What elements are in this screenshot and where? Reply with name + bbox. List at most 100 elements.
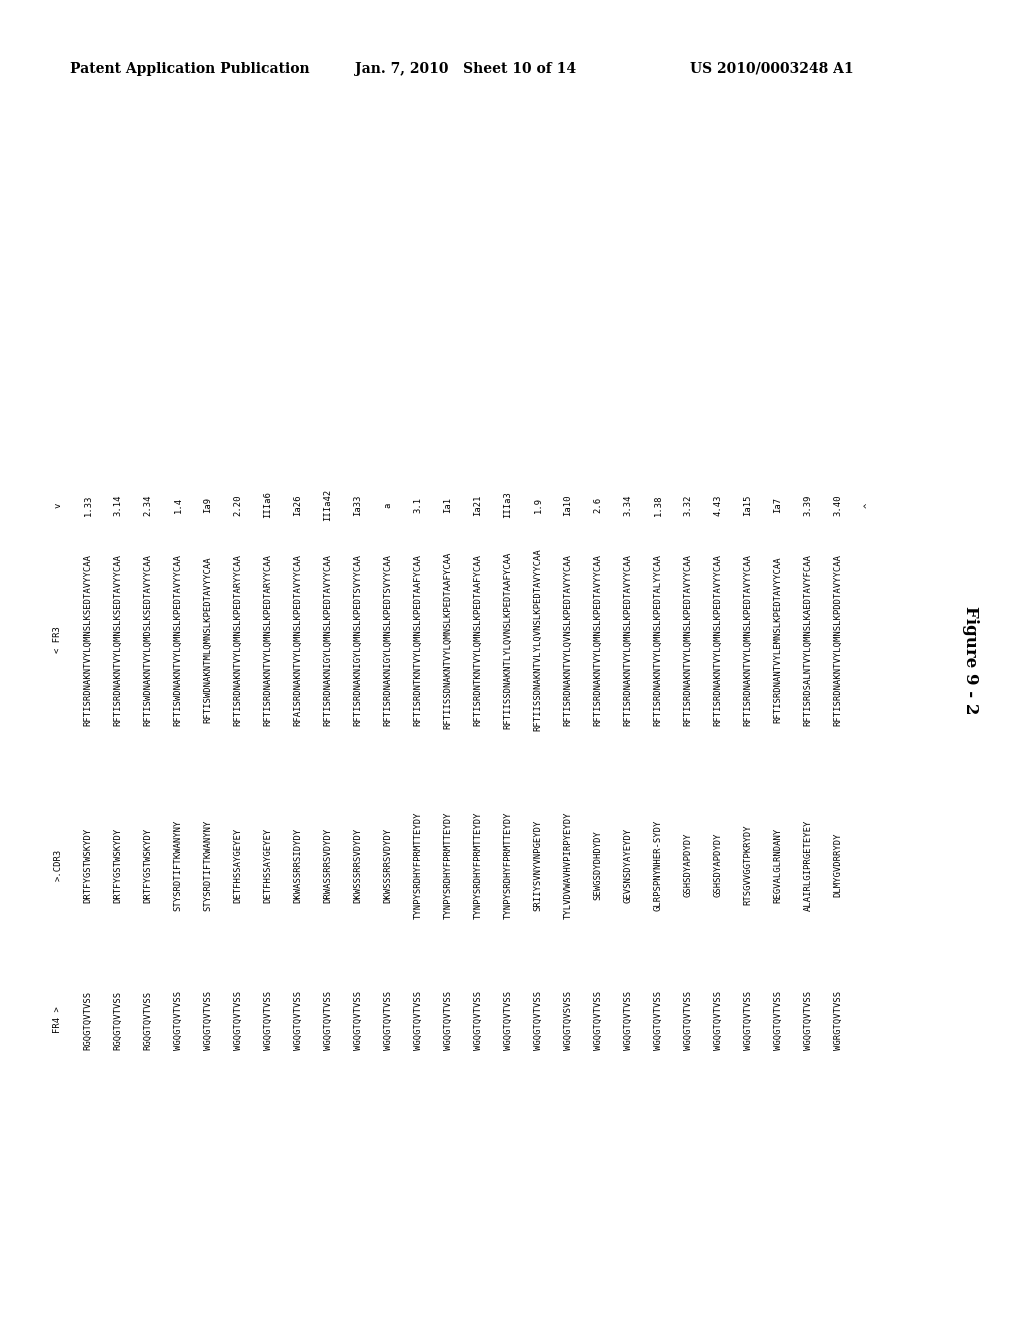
Text: 4.43: 4.43 [714, 494, 723, 516]
Text: RFTISRDNAKNTVYLQMNSLKSEDTAVYYCAA: RFTISRDNAKNTVYLQMNSLKSEDTAVYYCAA [84, 554, 92, 726]
Text: GLRPSPNYNHER-SYDY: GLRPSPNYNHER-SYDY [653, 820, 663, 911]
Text: RFTISWDNAKNTMLQMNSLKPEDTAVYYCAA: RFTISWDNAKNTMLQMNSLKPEDTAVYYCAA [204, 557, 213, 723]
Text: ALAIRLGIPRGETEYEY: ALAIRLGIPRGETEYEY [804, 820, 812, 911]
Text: RFAISRDNAKNTVYLQMNSLKPEDTAVYYCAA: RFAISRDNAKNTVYLQMNSLKPEDTAVYYCAA [294, 554, 302, 726]
Text: WGQGTQVTVSS: WGQGTQVTVSS [233, 990, 243, 1049]
Text: WGQGTQVTVSS: WGQGTQVTVSS [414, 990, 423, 1049]
Text: Ia10: Ia10 [563, 494, 572, 516]
Text: DRTFYGSTWSKYDY: DRTFYGSTWSKYDY [143, 828, 153, 903]
Text: DKWSSSRRSVDYDY: DKWSSSRRSVDYDY [353, 828, 362, 903]
Text: WGQGTQVTVSS: WGQGTQVTVSS [204, 990, 213, 1049]
Text: WGQGTQVTVSS: WGQGTQVTVSS [173, 990, 182, 1049]
Text: RFTISRDNAKNTVYLQMNSLKPEDTARYYCAA: RFTISRDNAKNTVYLQMNSLKPEDTARYYCAA [263, 554, 272, 726]
Text: RFTISRDNANTVYLEMNSLKPEDTAVYYCAA: RFTISRDNANTVYLEMNSLKPEDTAVYYCAA [773, 557, 782, 723]
Text: DLMYGVDRRYDY: DLMYGVDRRYDY [834, 833, 843, 898]
Text: RFTISRDNAKNIGYLQMNSLKPEDTSVYYCAA: RFTISRDNAKNIGYLQMNSLKPEDTSVYYCAA [384, 554, 392, 726]
Text: Ia33: Ia33 [353, 494, 362, 516]
Text: TYNPYSRDHYFPRMTTEYDY: TYNPYSRDHYFPRMTTEYDY [504, 812, 512, 919]
Text: WGQGTQVTVSS: WGQGTQVTVSS [594, 990, 602, 1049]
Text: US 2010/0003248 A1: US 2010/0003248 A1 [690, 62, 854, 77]
Text: RFTISRDNTKNTVYLQMNSLKPEDTAAFYCAA: RFTISRDNTKNTVYLQMNSLKPEDTAAFYCAA [414, 554, 423, 726]
Text: TYNPYSRDHYFPRMTTEYDY: TYNPYSRDHYFPRMTTEYDY [414, 812, 423, 919]
Text: WGQGTQVTVSS: WGQGTQVTVSS [773, 990, 782, 1049]
Text: GEVSNSDYAYEYDY: GEVSNSDYAYEYDY [624, 828, 633, 903]
Text: DRTFYGSTWSKYDY: DRTFYGSTWSKYDY [84, 828, 92, 903]
Text: RFTISWDNAKNTVYLQMNSLKPEDTAVYYCAA: RFTISWDNAKNTVYLQMNSLKPEDTAVYYCAA [173, 554, 182, 726]
Text: DRWASSRRSVDYDY: DRWASSRRSVDYDY [324, 828, 333, 903]
Text: WGQGTQVTVSS: WGQGTQVTVSS [683, 990, 692, 1049]
Text: RFTISRDNAKNTVYLQMNSLKPEDTAVYYCAA: RFTISRDNAKNTVYLQMNSLKPEDTAVYYCAA [714, 554, 723, 726]
Text: Figure 9 - 2: Figure 9 - 2 [962, 606, 979, 714]
Text: RFTISRDNAKNTVYLQMNSLKSEDTAVYYCAA: RFTISRDNAKNTVYLQMNSLKSEDTAVYYCAA [114, 554, 123, 726]
Text: Ia1: Ia1 [443, 496, 453, 513]
Text: WGQGTQVSVSS: WGQGTQVSVSS [563, 990, 572, 1049]
Text: RFTISRDNAKNIGYLQMNSLKPEDTSVYYCAA: RFTISRDNAKNIGYLQMNSLKPEDTSVYYCAA [353, 554, 362, 726]
Text: TYNPYSRDHYFPRMTTEYDY: TYNPYSRDHYFPRMTTEYDY [473, 812, 482, 919]
Text: STYSRDTIFTKWANYNY: STYSRDTIFTKWANYNY [173, 820, 182, 911]
Text: WGQGTQVTVSS: WGQGTQVTVSS [473, 990, 482, 1049]
Text: < FR3: < FR3 [53, 627, 62, 653]
Text: WGRGTQVTVSS: WGRGTQVTVSS [834, 990, 843, 1049]
Text: Ia21: Ia21 [473, 494, 482, 516]
Text: RGQGTQVTVSS: RGQGTQVTVSS [84, 990, 92, 1049]
Text: RFTIISSDNAKNTVYLQMNSLKPEDTAAFYCAA: RFTIISSDNAKNTVYLQMNSLKPEDTAAFYCAA [443, 552, 453, 729]
Text: ^: ^ [863, 503, 872, 508]
Text: a: a [384, 503, 392, 508]
Text: WGQGTQVTVSS: WGQGTQVTVSS [714, 990, 723, 1049]
Text: 1.9: 1.9 [534, 496, 543, 513]
Text: WGQGTQVTVSS: WGQGTQVTVSS [504, 990, 512, 1049]
Text: 2.6: 2.6 [594, 496, 602, 513]
Text: RFTISRDNAKNTVYLQMNSLKPEDTALYYCAA: RFTISRDNAKNTVYLQMNSLKPEDTALYYCAA [653, 554, 663, 726]
Text: TYNPYSRDHYFPRMTTEYDY: TYNPYSRDHYFPRMTTEYDY [443, 812, 453, 919]
Text: 2.34: 2.34 [143, 494, 153, 516]
Text: WGQGTQVTVSS: WGQGTQVTVSS [384, 990, 392, 1049]
Text: GSHSDYAPDYDY: GSHSDYAPDYDY [683, 833, 692, 898]
Text: WGQGTQVTVSS: WGQGTQVTVSS [624, 990, 633, 1049]
Text: GSHSDYAPDYDY: GSHSDYAPDYDY [714, 833, 723, 898]
Text: 2.20: 2.20 [233, 494, 243, 516]
Text: RTSGVVGGTPKRYDY: RTSGVVGGTPKRYDY [743, 825, 753, 906]
Text: 3.34: 3.34 [624, 494, 633, 516]
Text: WGQGTQVTVSS: WGQGTQVTVSS [534, 990, 543, 1049]
Text: SEWGSDYDHDYDY: SEWGSDYDHDYDY [594, 830, 602, 900]
Text: IIIa42: IIIa42 [324, 488, 333, 521]
Text: RFTISRDNAKNTVYLQMNSLKPDDTAVYYCAA: RFTISRDNAKNTVYLQMNSLKPDDTAVYYCAA [834, 554, 843, 726]
Text: 3.39: 3.39 [804, 494, 812, 516]
Text: DKWASSRRSIDYDY: DKWASSRRSIDYDY [294, 828, 302, 903]
Text: RGQGTQVTVSS: RGQGTQVTVSS [143, 990, 153, 1049]
Text: 3.32: 3.32 [683, 494, 692, 516]
Text: WGQGTQVTVSS: WGQGTQVTVSS [653, 990, 663, 1049]
Text: DRTFYGSTWSKYDY: DRTFYGSTWSKYDY [114, 828, 123, 903]
Text: RFTIISSDNAKNTVLYLQVNSLKPEDTAVYYCAA: RFTIISSDNAKNTVLYLQVNSLKPEDTAVYYCAA [534, 549, 543, 731]
Text: RFTISRDNAKNTVYLQMNSLKPEDTAVYYCAA: RFTISRDNAKNTVYLQMNSLKPEDTAVYYCAA [743, 554, 753, 726]
Text: Jan. 7, 2010   Sheet 10 of 14: Jan. 7, 2010 Sheet 10 of 14 [355, 62, 577, 77]
Text: SRIIYSVNYVNPGEYDY: SRIIYSVNYVNPGEYDY [534, 820, 543, 911]
Text: WGQGTQVTVSS: WGQGTQVTVSS [443, 990, 453, 1049]
Text: Ia15: Ia15 [743, 494, 753, 516]
Text: WGQGTQVTVSS: WGQGTQVTVSS [263, 990, 272, 1049]
Text: DETFHSSAYGEYEY: DETFHSSAYGEYEY [263, 828, 272, 903]
Text: 1.38: 1.38 [653, 494, 663, 516]
Text: 1.33: 1.33 [84, 494, 92, 516]
Text: Ia26: Ia26 [294, 494, 302, 516]
Text: RFTISWDNAKNTVYLQMDSLKSEDTAVYYCAA: RFTISWDNAKNTVYLQMDSLKSEDTAVYYCAA [143, 554, 153, 726]
Text: 3.1: 3.1 [414, 496, 423, 513]
Text: Ia7: Ia7 [773, 496, 782, 513]
Text: FR4 >: FR4 > [53, 1007, 62, 1034]
Text: RFTISRDNAKNTVYLQMNSLKPEDTAVYYCAA: RFTISRDNAKNTVYLQMNSLKPEDTAVYYCAA [624, 554, 633, 726]
Text: RFTISRDSALNTVYLQMNSLKAEDTAVYFCAA: RFTISRDSALNTVYLQMNSLKAEDTAVYFCAA [804, 554, 812, 726]
Text: IIIa3: IIIa3 [504, 491, 512, 519]
Text: Ia9: Ia9 [204, 496, 213, 513]
Text: WGQGTQVTVSS: WGQGTQVTVSS [804, 990, 812, 1049]
Text: TYLVDVWAVHVPIRPYEYDY: TYLVDVWAVHVPIRPYEYDY [563, 812, 572, 919]
Text: DKWSSSRRSVDYDY: DKWSSSRRSVDYDY [384, 828, 392, 903]
Text: WGQGTQVTVSS: WGQGTQVTVSS [324, 990, 333, 1049]
Text: RFTISRDNAKNTVYLQVNSLKPEDTAVYYCAA: RFTISRDNAKNTVYLQVNSLKPEDTAVYYCAA [563, 554, 572, 726]
Text: WGQGTQVTVSS: WGQGTQVTVSS [294, 990, 302, 1049]
Text: 3.40: 3.40 [834, 494, 843, 516]
Text: STYSRDTIFTKWANYNY: STYSRDTIFTKWANYNY [204, 820, 213, 911]
Text: IIIa6: IIIa6 [263, 491, 272, 519]
Text: RFTISRDNAKNIGYLQMNSLKPEDTAVYYCAA: RFTISRDNAKNIGYLQMNSLKPEDTAVYYCAA [324, 554, 333, 726]
Text: RFTISRDNAKNTVYLQMNSLKPEDTAVYYCAA: RFTISRDNAKNTVYLQMNSLKPEDTAVYYCAA [683, 554, 692, 726]
Text: 1.4: 1.4 [173, 496, 182, 513]
